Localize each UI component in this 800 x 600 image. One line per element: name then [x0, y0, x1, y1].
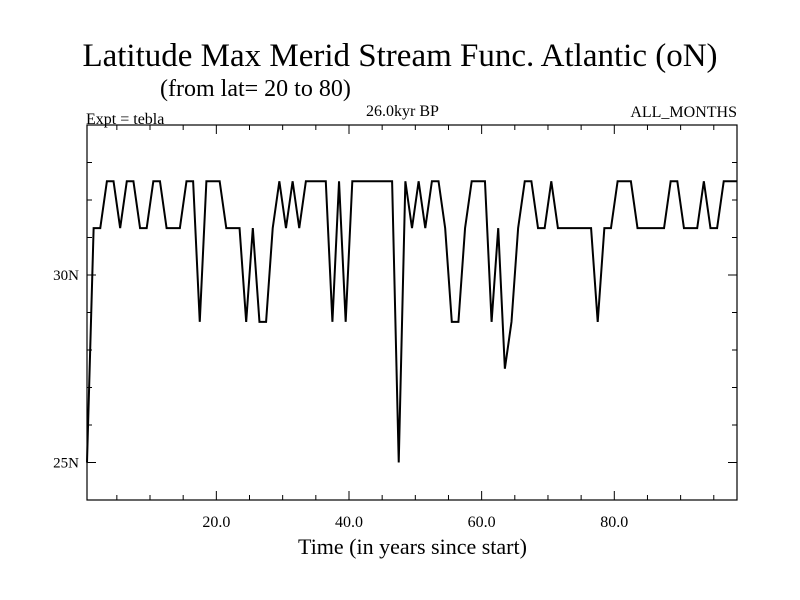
x-axis-label: Time (in years since start): [298, 534, 527, 559]
months-label: ALL_MONTHS: [630, 104, 737, 121]
experiment-label: Expt = tebla: [86, 111, 165, 128]
epoch-label: 26.0kyr BP: [366, 103, 439, 120]
y-tick-label: 25N: [53, 456, 79, 472]
plot-frame: [86, 124, 738, 501]
x-tick-label: 40.0: [335, 514, 363, 531]
y-tick-label: 30N: [53, 268, 79, 284]
tick-labels: 20.0 40.0 60.0 80.0 25N 30N: [53, 268, 628, 531]
series-group: [86, 180, 737, 463]
x-tick-label: 80.0: [600, 514, 628, 531]
axis-ticks: [87, 125, 737, 500]
chart-subtitle: (from lat= 20 to 80): [160, 76, 351, 102]
x-tick-label: 60.0: [468, 514, 496, 531]
series-line: [86, 180, 737, 463]
x-tick-label: 20.0: [202, 514, 230, 531]
chart-title: Latitude Max Merid Stream Func. Atlantic…: [82, 38, 718, 74]
